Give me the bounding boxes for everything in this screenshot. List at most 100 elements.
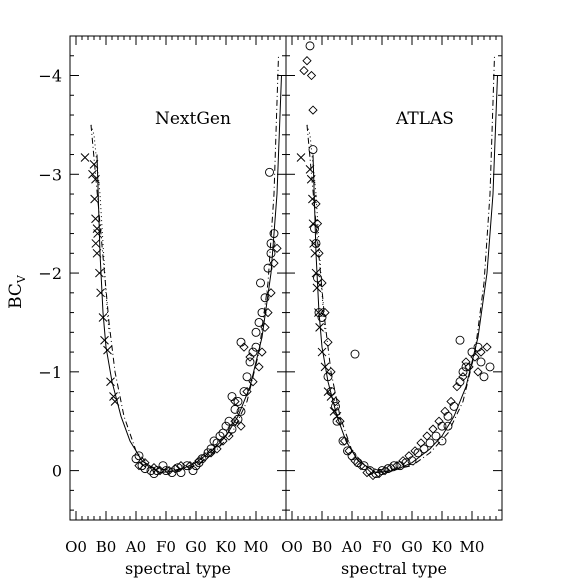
cross-point	[91, 214, 100, 224]
diamond-point	[380, 465, 390, 476]
diamond-point	[428, 424, 438, 434]
circle-point	[458, 367, 468, 377]
diamond-point	[200, 452, 210, 462]
diamond-point	[362, 467, 372, 478]
circle-point	[251, 327, 261, 337]
cross-point	[308, 194, 317, 204]
circle-point	[326, 387, 336, 397]
x-tick-label: K0	[432, 538, 453, 556]
diamond-point	[299, 65, 309, 76]
diamond-point	[149, 463, 159, 473]
circle-point	[224, 416, 234, 426]
diamond-point	[206, 448, 216, 458]
circle-point	[443, 411, 453, 421]
x-tick-label: F0	[372, 538, 392, 556]
diamond-point	[155, 465, 165, 476]
diamond-point	[356, 461, 366, 471]
cross-point	[96, 288, 105, 298]
x-tick-label: F0	[156, 538, 176, 556]
cross-point	[103, 345, 112, 355]
circle-point	[455, 377, 465, 387]
circle-point	[197, 454, 207, 464]
diamond-point	[272, 243, 282, 254]
cross-point	[80, 153, 90, 162]
x-tick-label: G0	[401, 538, 423, 556]
diamond-point	[134, 461, 144, 471]
circle-point	[371, 469, 381, 479]
diamond-point	[302, 56, 312, 66]
circle-point	[176, 468, 186, 478]
circle-point	[227, 424, 237, 434]
model-curve-solid	[96, 75, 282, 474]
circle-point	[236, 406, 246, 416]
diamond-point	[398, 456, 408, 466]
diamond-point	[458, 372, 468, 382]
diamond-point	[482, 342, 492, 352]
cross-point	[312, 283, 322, 293]
circle-point	[449, 401, 459, 411]
cross-point	[106, 377, 115, 387]
diamond-point	[248, 377, 258, 387]
model-curve-solid	[312, 75, 498, 474]
diamond-point	[269, 258, 279, 268]
diamond-point	[320, 307, 330, 318]
circle-point	[314, 308, 324, 318]
diamond-point	[185, 461, 195, 471]
circle-point	[206, 444, 216, 454]
cross-point	[91, 174, 100, 184]
diamond-point	[404, 451, 414, 461]
circle-point	[343, 446, 352, 456]
x-axis-label: spectral type	[125, 559, 231, 578]
y-tick-label: −2	[38, 264, 62, 283]
x-axis-labels: spectral type spectral type	[125, 559, 447, 578]
circle-point	[359, 461, 369, 471]
diamond-point	[434, 416, 444, 426]
cross-point	[110, 397, 120, 406]
circle-point	[476, 357, 486, 367]
circle-point	[338, 436, 348, 446]
diamond-point	[476, 347, 486, 357]
y-tick-label: −1	[38, 363, 62, 382]
circle-point	[308, 145, 318, 155]
diamond-point	[170, 464, 180, 474]
cross-point	[310, 248, 320, 258]
diamond-point	[245, 352, 255, 362]
diamond-point	[308, 105, 318, 115]
panel-title: NextGen	[155, 109, 231, 129]
diamond-point	[260, 322, 270, 333]
circle-point	[263, 263, 273, 273]
circle-point	[254, 317, 264, 327]
cross-point	[100, 335, 109, 345]
diamond-point	[461, 357, 471, 367]
diamond-point	[470, 352, 480, 362]
circle-point	[419, 444, 429, 454]
diamond-point	[194, 456, 204, 466]
diamond-point	[452, 382, 462, 392]
circle-point	[245, 357, 255, 367]
cross-point	[326, 392, 336, 401]
circle-point	[260, 293, 270, 303]
diamond-point	[176, 461, 186, 471]
x-tick-labels: O0 B0 A0 F0 G0 K0 M0 O0 B0 A0 F0 G0 K0 M0	[65, 538, 484, 556]
circle-point	[257, 308, 267, 318]
x-tick-label: A0	[125, 538, 146, 556]
y-tick-label: −3	[38, 165, 62, 184]
circle-point	[443, 421, 453, 431]
diamond-point	[242, 386, 252, 397]
diamond-point	[422, 431, 432, 441]
panel-title: ATLAS	[395, 109, 454, 129]
diamond-point	[392, 461, 402, 471]
diamond-point	[224, 431, 234, 441]
circle-point	[209, 436, 219, 446]
diamond-point	[344, 446, 354, 456]
cross-point	[92, 248, 102, 258]
diamond-point	[317, 278, 327, 288]
panel-atlas: ATLAS	[285, 35, 503, 521]
cross-point	[91, 239, 101, 248]
cross-point	[109, 392, 118, 401]
circle-point	[221, 421, 231, 431]
circle-point	[305, 41, 315, 51]
circle-point	[149, 469, 159, 479]
diamond-point	[374, 468, 384, 479]
y-axis-label-text: BCV	[6, 274, 28, 309]
